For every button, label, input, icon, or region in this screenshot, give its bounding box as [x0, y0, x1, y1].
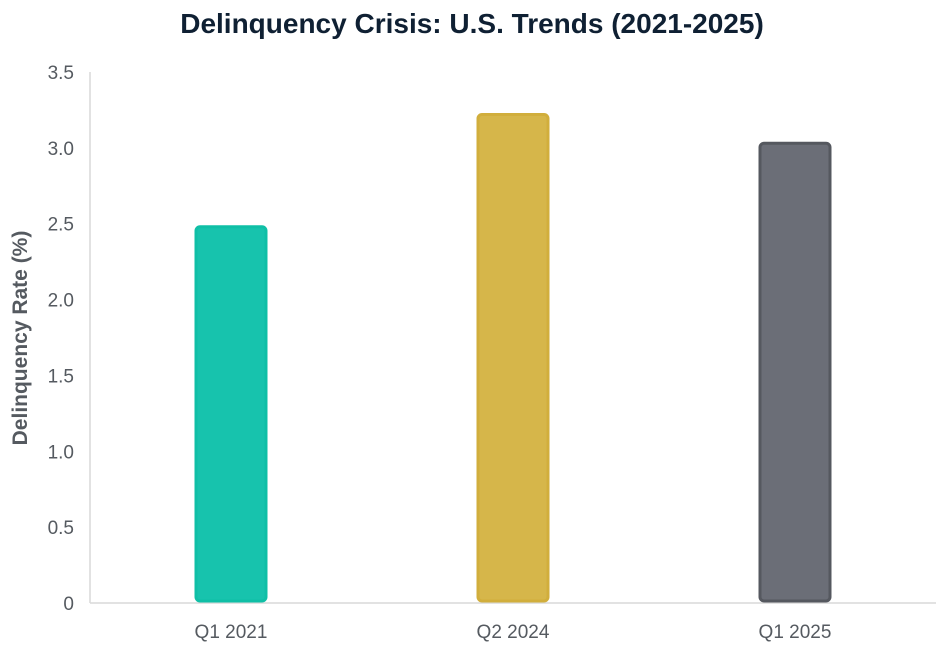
y-tick-label: 2.5 — [48, 215, 74, 236]
y-tick-label: 0 — [63, 594, 74, 615]
y-tick-label: 2.0 — [48, 291, 74, 312]
y-tick-label: 3.5 — [48, 63, 74, 84]
y-axis-label: Delinquency Rate (%) — [9, 231, 32, 446]
bars-group — [194, 112, 832, 603]
bar-q2-2024[interactable] — [476, 112, 550, 603]
bar-q1-2025[interactable] — [758, 141, 832, 603]
y-axis-ticks: 0 0.5 1.0 1.5 2.0 2.5 3.0 3.5 — [48, 63, 74, 615]
y-tick-label: 1.5 — [48, 366, 74, 387]
x-axis-ticks: Q1 2021 Q2 2024 Q1 2025 — [195, 622, 832, 643]
y-tick-label: 1.0 — [48, 442, 74, 463]
y-tick-label: 0.5 — [48, 518, 74, 539]
x-tick-label: Q2 2024 — [477, 622, 550, 643]
x-tick-label: Q1 2025 — [759, 622, 832, 643]
y-tick-label: 3.0 — [48, 139, 74, 160]
bar-q1-2021[interactable] — [194, 225, 268, 603]
x-tick-label: Q1 2021 — [195, 622, 268, 643]
chart-title: Delinquency Crisis: U.S. Trends (2021-20… — [180, 8, 764, 39]
